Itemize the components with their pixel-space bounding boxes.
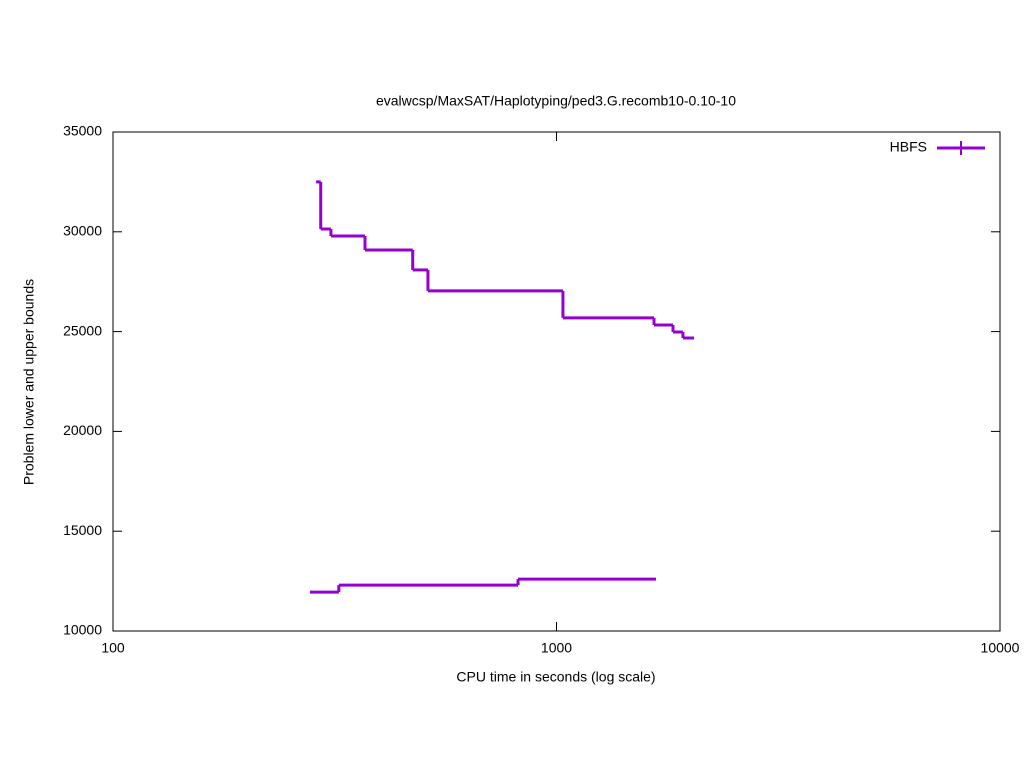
y-tick-label: 20000: [63, 422, 102, 438]
x-axis-label: CPU time in seconds (log scale): [456, 669, 655, 685]
chart-title: evalwcsp/MaxSAT/Haplotyping/ped3.G.recom…: [376, 93, 736, 109]
y-tick-label: 15000: [63, 522, 102, 538]
legend-label: HBFS: [890, 139, 927, 155]
y-tick-label: 25000: [63, 322, 102, 338]
x-tick-label: 1000: [541, 640, 572, 656]
y-tick-label: 10000: [63, 622, 102, 638]
y-tick-label: 35000: [63, 123, 102, 139]
plot-frame: [112, 131, 1001, 632]
x-tick-label: 10000: [981, 640, 1020, 656]
x-tick-label: 100: [101, 640, 125, 656]
y-tick-label: 30000: [63, 223, 102, 239]
y-axis-label: Problem lower and upper bounds: [21, 279, 37, 485]
